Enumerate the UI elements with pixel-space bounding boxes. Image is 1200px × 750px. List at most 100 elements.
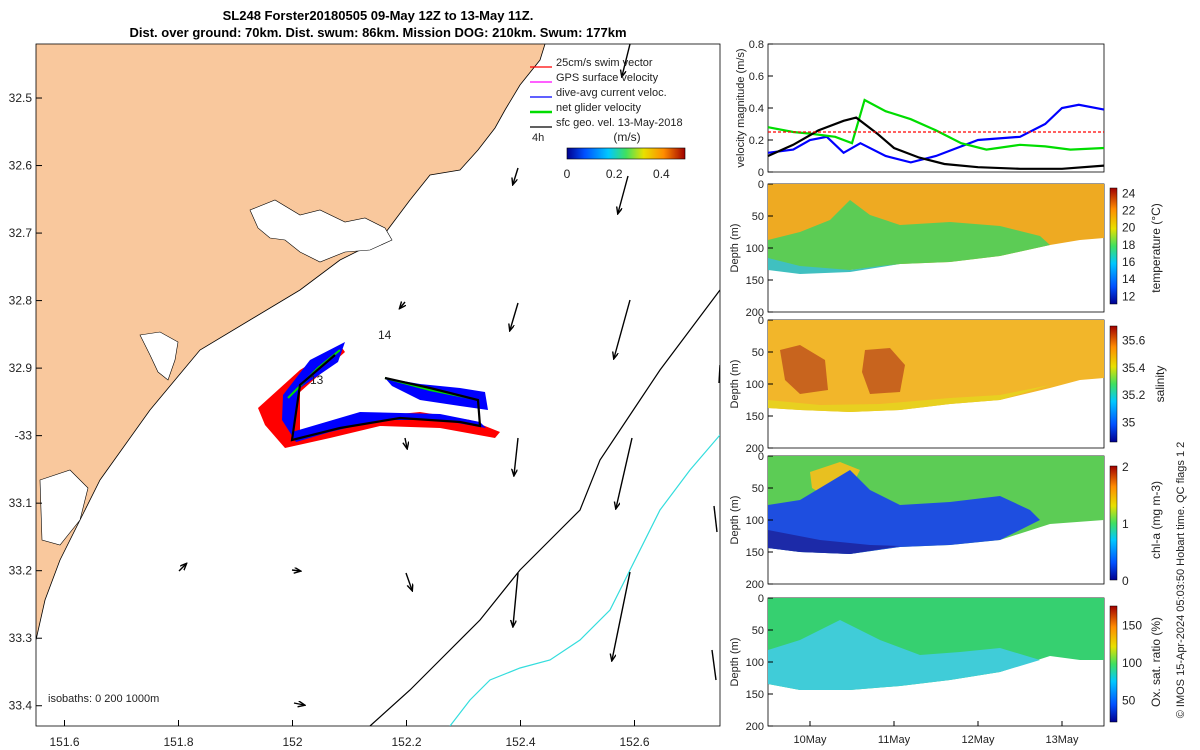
colorbar-tick-label: 150 [1122, 619, 1142, 633]
depth-tick-label: 50 [752, 625, 764, 637]
geo-vector [622, 44, 631, 76]
geo-vector [513, 572, 519, 626]
dive-avg-current-band [282, 342, 486, 442]
isobath-label: isobaths: 0 200 1000m [48, 693, 159, 705]
geo-vector [178, 564, 186, 572]
depth-tick-label: 0 [758, 315, 764, 327]
depth-tick-label: 100 [746, 657, 764, 669]
chlorophyll-ylabel: Depth (m) [729, 496, 741, 545]
geo-vector [405, 572, 412, 590]
depth-tick-label: 0 [758, 179, 764, 191]
depth-tick-label: 200 [746, 443, 764, 455]
map-ytick-label: 33.4 [9, 699, 33, 713]
salinity-colorbar [1109, 325, 1118, 443]
chlorophyll-panel: Depth (m) chl-a (mg m-3) 0 50 100 150 200 2 1 0 [729, 451, 1163, 591]
legend-time-label: 4h [532, 132, 544, 144]
velocity-frame [767, 43, 1105, 173]
colorbar-tick-label: 35.6 [1122, 334, 1146, 348]
velocity-ytick-label: 0.2 [749, 135, 764, 147]
salinity-field [768, 320, 1104, 412]
map-ytick-label: -33 [15, 429, 33, 443]
map-xtick-label: 152.4 [505, 735, 535, 749]
map-panel: 14 13 [9, 43, 721, 749]
legend-gps: GPS surface velocity [530, 72, 659, 84]
depth-tick-label: 100 [746, 515, 764, 527]
oxygen-clabel: Ox. sat. ratio (%) [1149, 617, 1163, 707]
geo-vector [291, 570, 300, 571]
colorbar-tick-label: 24 [1122, 186, 1136, 200]
velocity-series-net-glider-velocity [767, 98, 1105, 151]
day-label-13: 13 [310, 373, 324, 387]
depth-tick-label: 150 [746, 547, 764, 559]
map-xtick-label: 152 [282, 735, 302, 749]
depth-tick-label: 0 [758, 451, 764, 463]
salinity-ticks: 0 50 100 150 200 35.6 35.4 35.2 35 [746, 315, 1146, 455]
map-colorbar-title: (m/s) [613, 130, 640, 144]
velocity-ytick-label: 0.4 [749, 103, 764, 115]
map-xtick-label: 151.6 [49, 735, 79, 749]
map-xtick-label: 151.8 [163, 735, 193, 749]
dive-avg-current-band-2 [385, 378, 488, 410]
oxygen-ticks: 0 50 100 150 200 150 100 50 10May 11May 12May 13May [746, 593, 1143, 746]
velocity-ytick-label: 0.8 [749, 39, 764, 51]
geo-vector [510, 302, 519, 330]
chlorophyll-ticks: 0 50 100 150 200 2 1 0 [746, 451, 1129, 591]
geo-vector [405, 437, 407, 448]
temperature-panel: Depth (m) temperature (°C) 0 50 100 150 200 2… [729, 179, 1163, 319]
depth-tick-label: 50 [752, 347, 764, 359]
depth-tick-label: 200 [746, 721, 764, 733]
geo-vector [612, 571, 631, 660]
colorbar-tick-label: 1 [1122, 517, 1129, 531]
legend-geo-label: sfc geo. vel. 13-May-2018 [556, 117, 683, 129]
lake [139, 331, 179, 381]
velocity-panel: 0 0.2 0.4 0.6 0.8 velocity magnitude (m/s) [735, 39, 1105, 179]
geo-vector [514, 437, 519, 475]
map-legend: 25cm/s swim vector GPS surface velocity … [530, 57, 686, 181]
chlorophyll-bottom [768, 530, 900, 554]
colorbar-tick-label: 12 [1122, 289, 1136, 303]
geo-vector [618, 175, 629, 213]
isobath-200m [369, 289, 720, 726]
colorbar-tick-label: 0 [1122, 574, 1129, 588]
colorbar-tick-label: 35.4 [1122, 361, 1146, 375]
date-tick-label: 13May [1045, 734, 1079, 746]
geo-vector [616, 437, 633, 508]
temperature-colorbar [1109, 187, 1118, 305]
footer-credit: © IMOS 15-Apr-2024 05:03:50 Hobart time.… [1175, 442, 1187, 719]
depth-tick-label: 150 [746, 411, 764, 423]
geo-vector [614, 299, 631, 358]
colorbar-tick-label: 100 [1122, 656, 1142, 670]
depth-tick-label: 50 [752, 483, 764, 495]
depth-tick-label: 150 [746, 689, 764, 701]
colorbar-tick-label: 20 [1122, 221, 1136, 235]
oxygen-interior [768, 620, 1040, 690]
oxygen-ylabel: Depth (m) [729, 638, 741, 687]
depth-tick-label: 100 [746, 243, 764, 255]
temperature-ylabel: Depth (m) [729, 224, 741, 273]
legend-swim-label: 25cm/s swim vector [556, 57, 653, 69]
colorbar-tick-label: 2 [1122, 460, 1129, 474]
velocity-ticks: 0 0.2 0.4 0.6 0.8 [749, 39, 773, 179]
coastline-land [36, 44, 546, 641]
colorbar-tick-label: 22 [1122, 203, 1136, 217]
colorbar-tick-label: 35.2 [1122, 388, 1146, 402]
salinity-clabel: salinity [1153, 366, 1167, 403]
depth-tick-label: 200 [746, 579, 764, 591]
velocity-ylabel: velocity magnitude (m/s) [735, 48, 747, 167]
map-ytick-label: 33.3 [9, 631, 33, 645]
title-line-2: Dist. over ground: 70km. Dist. swum: 86k… [129, 25, 626, 40]
geo-vector [713, 505, 718, 533]
chlorophyll-clabel: chl-a (mg m-3) [1149, 481, 1163, 559]
map-colorbar-ticks: 0 0.2 0.4 [564, 167, 670, 181]
depth-tick-label: 200 [746, 307, 764, 319]
velocity-series-dive-avg-current [767, 103, 1105, 164]
legend-gps-label: GPS surface velocity [556, 72, 659, 84]
salinity-panel: Depth (m) salinity 0 50 100 150 200 35.6 35.4 3… [729, 315, 1167, 455]
salinity-core-2 [862, 348, 905, 394]
salinity-ylabel: Depth (m) [729, 360, 741, 409]
date-tick-label: 12May [961, 734, 995, 746]
map-ytick-label: 33.1 [9, 496, 33, 510]
glider-track: 14 13 [258, 328, 500, 448]
velocity-series-sfc-geo-vel- [767, 116, 1105, 170]
geo-vector [718, 364, 720, 384]
